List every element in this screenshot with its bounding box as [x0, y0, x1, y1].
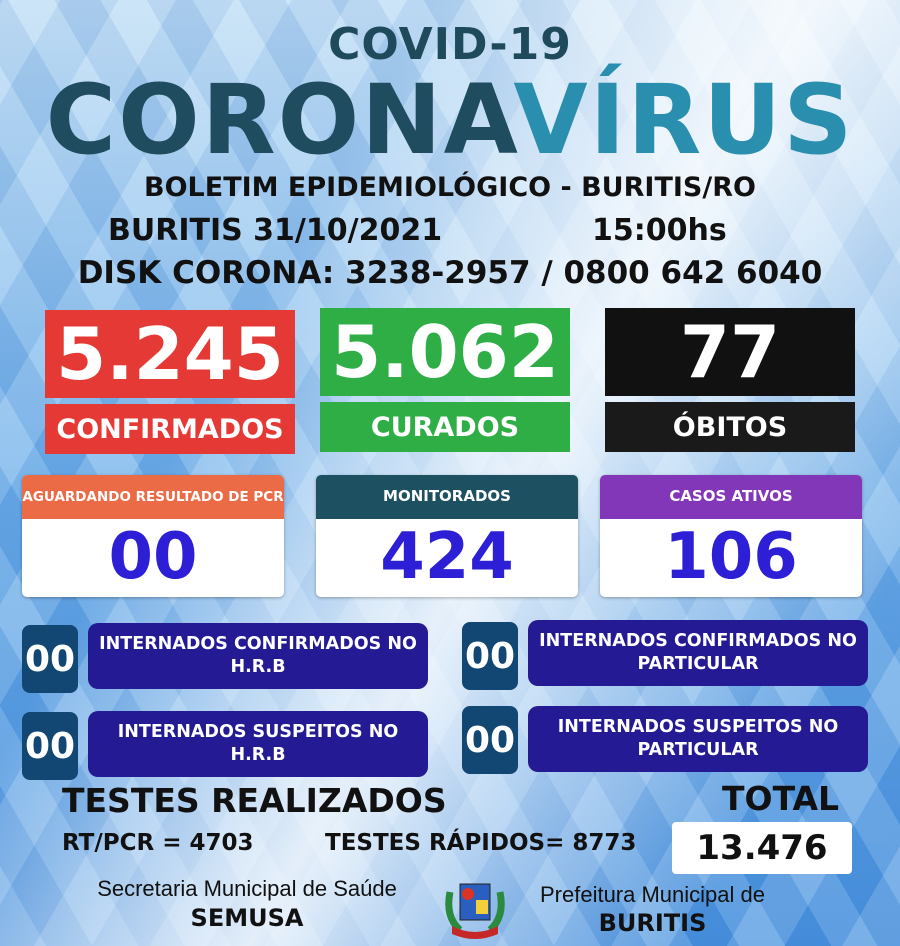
buritis-coat-of-arms-icon: [440, 872, 510, 940]
hrb-confirmed-value: 00: [22, 625, 78, 693]
private-suspected-value: 00: [462, 706, 518, 774]
covid-title: COVID-19: [328, 19, 572, 70]
active-cases-value: 106: [664, 520, 798, 594]
rtpcr-count: RT/PCR = 4703: [62, 830, 254, 856]
cured-value: 5.062: [320, 308, 570, 396]
cured-block: 5.062 CURADOS: [320, 308, 570, 452]
corona-text: CORONA: [45, 64, 514, 176]
bulletin-date: BURITIS 31/10/2021: [108, 213, 443, 248]
tests-title: TESTES REALIZADOS: [62, 781, 447, 820]
prefeitura-name: Prefeitura Municipal de: [539, 882, 765, 907]
deaths-value: 77: [605, 308, 855, 396]
active-cases-card: CASOS ATIVOS 106: [600, 475, 862, 597]
bulletin-title: BOLETIM EPIDEMIOLÓGICO - BURITIS/RO: [144, 172, 756, 203]
pcr-pending-label: AGUARDANDO RESULTADO DE PCR: [22, 475, 284, 519]
total-value: 13.476: [672, 822, 852, 874]
bulletin-time: 15:00hs: [592, 213, 727, 248]
pcr-pending-card: AGUARDANDO RESULTADO DE PCR 00: [22, 475, 284, 597]
monitored-card: MONITORADOS 424: [316, 475, 578, 597]
private-confirmed-label: INTERNADOS CONFIRMADOS NO PARTICULAR: [528, 620, 868, 686]
deaths-label: ÓBITOS: [605, 402, 855, 452]
confirmed-value: 5.245: [45, 310, 295, 398]
total-label: TOTAL: [722, 779, 840, 818]
hrb-suspected-label: INTERNADOS SUSPEITOS NO H.R.B: [88, 711, 428, 777]
private-confirmed-value: 00: [462, 622, 518, 690]
secretaria-name: Secretaria Municipal de Saúde: [97, 876, 397, 901]
confirmed-label: CONFIRMADOS: [45, 404, 295, 454]
hrb-suspected-value: 00: [22, 712, 78, 780]
private-suspected-label: INTERNADOS SUSPEITOS NO PARTICULAR: [528, 706, 868, 772]
buritis: BURITIS: [598, 909, 707, 937]
active-cases-label: CASOS ATIVOS: [600, 475, 862, 519]
cured-label: CURADOS: [320, 402, 570, 452]
monitored-label: MONITORADOS: [316, 475, 578, 519]
rapid-tests-count: TESTES RÁPIDOS= 8773: [325, 830, 637, 856]
virus-text: VÍRUS: [513, 64, 855, 176]
hrb-confirmed-label: INTERNADOS CONFIRMADOS NO H.R.B: [88, 623, 428, 689]
coronavirus-title: CORONAVÍRUS: [0, 72, 900, 168]
monitored-value: 424: [380, 520, 514, 594]
deaths-block: 77 ÓBITOS: [605, 308, 855, 452]
disk-corona: DISK CORONA: 3238-2957 / 0800 642 6040: [77, 255, 823, 291]
pcr-pending-value: 00: [108, 520, 198, 594]
confirmed-block: 5.245 CONFIRMADOS: [45, 310, 295, 454]
semusa: SEMUSA: [190, 904, 304, 932]
